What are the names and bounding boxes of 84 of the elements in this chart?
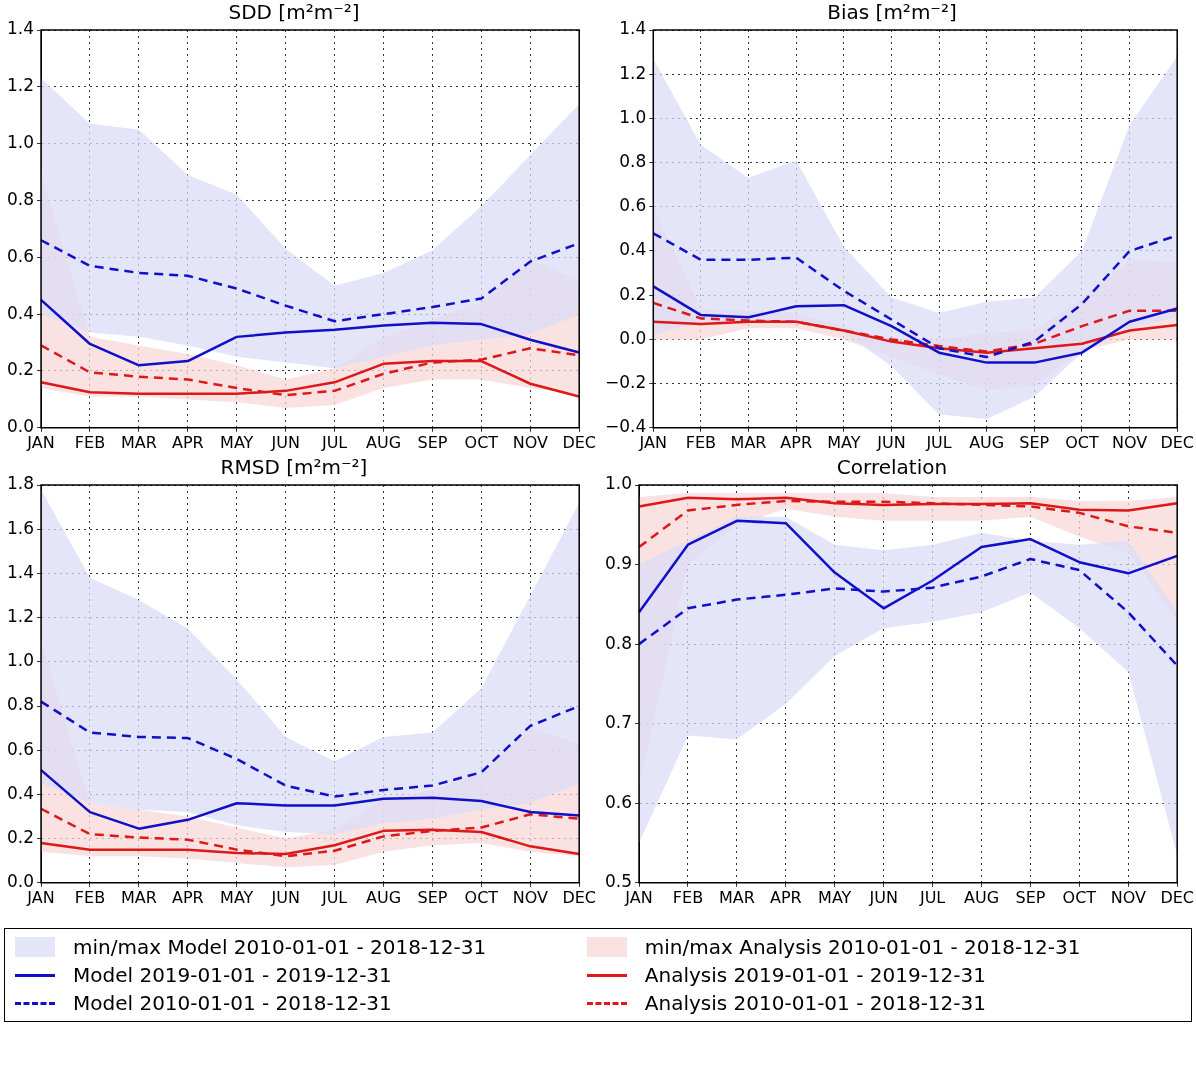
y-tick-label: 0.4 bbox=[6, 782, 35, 803]
x-tick-label: APR bbox=[171, 887, 204, 907]
x-tick-label: OCT bbox=[1065, 432, 1099, 452]
y-tick-label: 0.8 bbox=[6, 188, 35, 209]
y-tick-label: 1.0 bbox=[619, 106, 647, 127]
y-tick-label: 1.2 bbox=[619, 62, 647, 83]
x-tick-label: SEP bbox=[1019, 432, 1050, 452]
chart-title: Correlation bbox=[836, 455, 948, 480]
x-tick-label: DEC bbox=[1160, 887, 1194, 907]
legend-label: Analysis 2019-01-01 - 2019-12-31 bbox=[644, 963, 986, 987]
y-tick-label: 1.4 bbox=[6, 561, 35, 582]
y-tick-label: 1.0 bbox=[604, 473, 633, 494]
x-tick-label: FEB bbox=[74, 432, 106, 452]
legend-label: min/max Model 2010-01-01 - 2018-12-31 bbox=[73, 935, 487, 959]
y-tick-label: −0.2 bbox=[605, 372, 647, 393]
x-tick-label: NOV bbox=[512, 887, 548, 907]
x-tick-label: NOV bbox=[512, 432, 548, 452]
x-tick-label: JUL bbox=[320, 887, 348, 907]
x-tick-label: SEP bbox=[417, 887, 448, 907]
x-tick-label: DEC bbox=[562, 887, 596, 907]
x-tick-label: JUL bbox=[320, 432, 348, 452]
x-tick-label: APR bbox=[780, 432, 813, 452]
y-tick-label: 1.4 bbox=[6, 18, 35, 39]
x-tick-label: FEB bbox=[672, 887, 704, 907]
y-tick-label: 0.0 bbox=[619, 327, 647, 348]
x-tick-label: AUG bbox=[963, 887, 1000, 907]
x-tick-label: FEB bbox=[74, 887, 106, 907]
y-tick-label: 0.8 bbox=[619, 151, 647, 172]
y-tick-label: 0.8 bbox=[6, 694, 35, 715]
x-tick-label: MAR bbox=[120, 432, 157, 452]
x-tick-label: MAR bbox=[730, 432, 767, 452]
x-tick-label: AUG bbox=[365, 432, 402, 452]
x-tick-label: MAY bbox=[220, 432, 254, 452]
x-tick-label: OCT bbox=[464, 887, 499, 907]
legend-label: Analysis 2010-01-01 - 2018-12-31 bbox=[644, 991, 986, 1015]
x-tick-label: FEB bbox=[685, 432, 717, 452]
y-tick-label: 0.6 bbox=[619, 195, 647, 216]
x-tick-label: NOV bbox=[1111, 432, 1148, 452]
x-tick-label: OCT bbox=[464, 432, 499, 452]
y-tick-label: 0.2 bbox=[6, 359, 35, 380]
x-tick-label: SEP bbox=[1015, 887, 1046, 907]
x-tick-label: DEC bbox=[562, 432, 596, 452]
y-tick-label: 1.0 bbox=[6, 132, 35, 153]
x-tick-label: APR bbox=[769, 887, 802, 907]
y-tick-label: 1.4 bbox=[619, 18, 647, 39]
y-tick-label: 0.6 bbox=[604, 791, 633, 812]
x-tick-label: MAY bbox=[818, 887, 852, 907]
x-tick-label: MAY bbox=[220, 887, 254, 907]
y-tick-label: 1.2 bbox=[6, 606, 35, 627]
x-tick-label: OCT bbox=[1062, 887, 1097, 907]
legend-label: Model 2019-01-01 - 2019-12-31 bbox=[73, 963, 392, 987]
y-tick-label: 0.4 bbox=[619, 239, 647, 260]
chart-title: Bias [m²m⁻²] bbox=[827, 0, 957, 25]
x-tick-label: AUG bbox=[365, 887, 402, 907]
x-tick-label: MAY bbox=[827, 432, 861, 452]
y-tick-label: 0.9 bbox=[604, 552, 633, 573]
x-tick-label: NOV bbox=[1110, 887, 1146, 907]
y-tick-label: 0.2 bbox=[6, 827, 35, 848]
x-tick-label: JUN bbox=[868, 887, 898, 907]
y-tick-label: 0.6 bbox=[6, 738, 35, 759]
y-tick-label: 0.6 bbox=[6, 245, 35, 266]
x-tick-label: JUL bbox=[925, 432, 952, 452]
y-tick-label: 1.8 bbox=[6, 473, 35, 494]
chart-title: SDD [m²m⁻²] bbox=[228, 0, 360, 25]
x-tick-label: JUN bbox=[270, 432, 300, 452]
legend-label: Model 2010-01-01 - 2018-12-31 bbox=[73, 991, 392, 1015]
y-tick-label: 0.7 bbox=[604, 712, 633, 733]
y-tick-label: 1.0 bbox=[6, 650, 35, 671]
x-tick-label: AUG bbox=[969, 432, 1005, 452]
x-tick-label: JUN bbox=[876, 432, 906, 452]
x-tick-label: JUN bbox=[270, 887, 300, 907]
x-tick-label: MAR bbox=[718, 887, 755, 907]
chart-title: RMSD [m²m⁻²] bbox=[220, 455, 368, 480]
x-tick-label: APR bbox=[171, 432, 204, 452]
x-tick-label: JUL bbox=[918, 887, 946, 907]
y-tick-label: 0.4 bbox=[6, 302, 35, 323]
y-tick-label: 1.6 bbox=[6, 517, 35, 538]
x-tick-label: MAR bbox=[120, 887, 157, 907]
y-tick-label: 0.2 bbox=[619, 283, 647, 304]
y-tick-label: 0.8 bbox=[604, 632, 633, 653]
y-tick-label: 1.2 bbox=[6, 75, 35, 96]
x-tick-label: DEC bbox=[1160, 432, 1194, 452]
x-tick-label: SEP bbox=[417, 432, 448, 452]
legend-label: min/max Analysis 2010-01-01 - 2018-12-31 bbox=[644, 935, 1081, 959]
